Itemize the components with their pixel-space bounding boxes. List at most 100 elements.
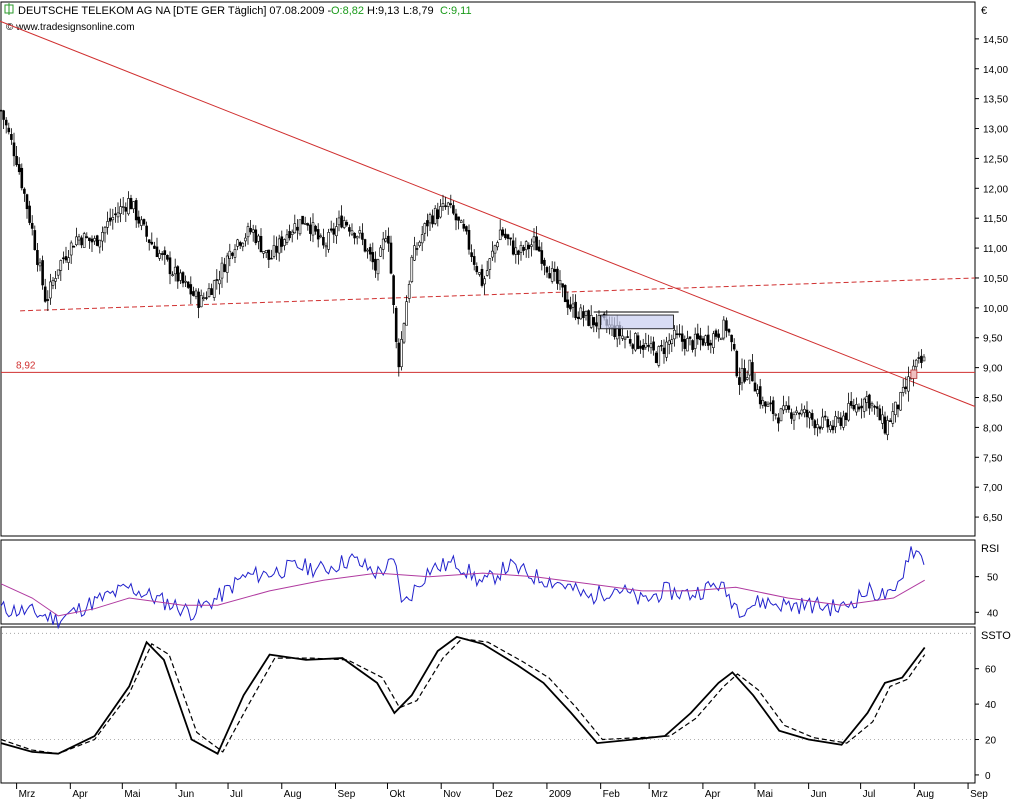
support-label: 8,92 <box>16 360 36 371</box>
currency-label: € <box>981 5 987 17</box>
candle-body <box>847 403 850 421</box>
candle-body <box>537 246 541 252</box>
candle-body <box>329 228 333 231</box>
candle-body <box>891 411 895 424</box>
candle-body <box>740 368 744 384</box>
y-tick-label: 9,00 <box>983 364 1003 375</box>
candle-body <box>857 406 861 410</box>
candle-body <box>355 236 359 239</box>
candle-body <box>553 269 557 272</box>
candle-body <box>878 408 882 421</box>
candle-body <box>688 336 692 339</box>
candle-body <box>686 338 689 352</box>
candle-body <box>397 342 401 368</box>
candle-body <box>166 255 169 260</box>
candle-body <box>212 280 216 298</box>
candle-body <box>413 245 416 261</box>
candle-body <box>753 382 757 392</box>
candle-body <box>93 238 96 242</box>
candle-body <box>597 315 601 330</box>
candle-body <box>116 212 120 218</box>
candle-body <box>277 238 281 254</box>
candle-body <box>36 250 39 265</box>
candle-body <box>54 278 57 282</box>
candle-body <box>75 236 78 246</box>
x-tick-label: Dez <box>495 789 513 800</box>
candle-body <box>511 240 515 255</box>
candle-body <box>80 237 83 246</box>
candle-body <box>145 225 148 237</box>
last-candle-mark <box>910 369 918 379</box>
candle-body <box>41 260 44 286</box>
candle-body <box>108 217 112 222</box>
candle-body <box>574 301 577 319</box>
y-tick-label: 11,00 <box>983 244 1008 255</box>
candle-body <box>836 417 840 419</box>
candle-body <box>470 252 473 258</box>
candle-body <box>621 335 624 339</box>
y-tick-label: 11,50 <box>983 214 1008 225</box>
candle-body <box>98 239 102 248</box>
candle-body <box>873 405 876 408</box>
candle-body <box>582 311 585 318</box>
high-value: H:9,13 <box>367 5 399 17</box>
candle-body <box>106 221 109 228</box>
candle-body <box>134 200 138 221</box>
candle-body <box>394 307 398 342</box>
candle-body <box>405 301 408 326</box>
candle-body <box>842 415 845 428</box>
candle-body <box>387 235 390 244</box>
candle-body <box>56 269 60 276</box>
candle-body <box>153 245 156 249</box>
candle-body <box>433 207 437 224</box>
y-tick-label: 8,00 <box>983 423 1003 434</box>
candle-body <box>810 413 814 420</box>
ssto-label: SSTO <box>981 630 1011 642</box>
candle-body <box>808 412 811 419</box>
price-panel-frame <box>0 1 976 537</box>
candle-body <box>17 164 21 173</box>
candle-body <box>738 377 741 385</box>
ssto-main-line <box>0 635 926 755</box>
chart-header: DEUTSCHE TELEKOM AG NA [DTE GER Täglich]… <box>4 3 472 33</box>
candle-body <box>805 409 809 418</box>
candle-body <box>774 414 778 416</box>
candle-body <box>335 226 338 237</box>
candle-body <box>467 229 471 250</box>
candle-body <box>314 225 317 232</box>
candle-body <box>280 236 284 247</box>
candle-body <box>647 345 650 347</box>
candle-body <box>675 333 679 336</box>
candle-body <box>790 412 793 419</box>
candle-body <box>43 286 47 302</box>
candle-body <box>545 267 549 273</box>
candle-body <box>249 228 252 233</box>
candle-body <box>184 280 187 283</box>
y-tick-label: 13,50 <box>983 95 1008 106</box>
y-tick-label: 12,50 <box>983 154 1008 165</box>
candle-body <box>293 223 297 234</box>
x-tick-label: Sep <box>970 789 988 800</box>
candle-body <box>584 310 588 316</box>
candle-body <box>732 344 736 350</box>
y-tick-label: 7,00 <box>983 483 1003 494</box>
ssto-tick-label: 20 <box>985 736 997 747</box>
candle-body <box>862 398 866 412</box>
candle-body <box>275 245 278 253</box>
candle-body <box>155 246 159 258</box>
candle-body <box>384 238 388 242</box>
candle-body <box>743 368 746 382</box>
candle-body <box>771 400 775 414</box>
y-tick-label: 13,00 <box>983 125 1008 136</box>
candle-body <box>140 219 143 226</box>
candle-body <box>46 299 50 301</box>
candle-body <box>353 232 356 239</box>
candle-body <box>220 262 224 279</box>
candle-body <box>129 197 133 210</box>
y-tick-label: 10,00 <box>983 304 1008 315</box>
price-axis: € 14,50 14,00 13,50 13,00 12,50 12,00 11,50 11,… <box>975 5 1008 524</box>
candle-body <box>199 295 203 308</box>
candle-body <box>257 235 260 242</box>
candle-body <box>418 241 421 246</box>
x-tick-label: Apr <box>72 789 88 800</box>
